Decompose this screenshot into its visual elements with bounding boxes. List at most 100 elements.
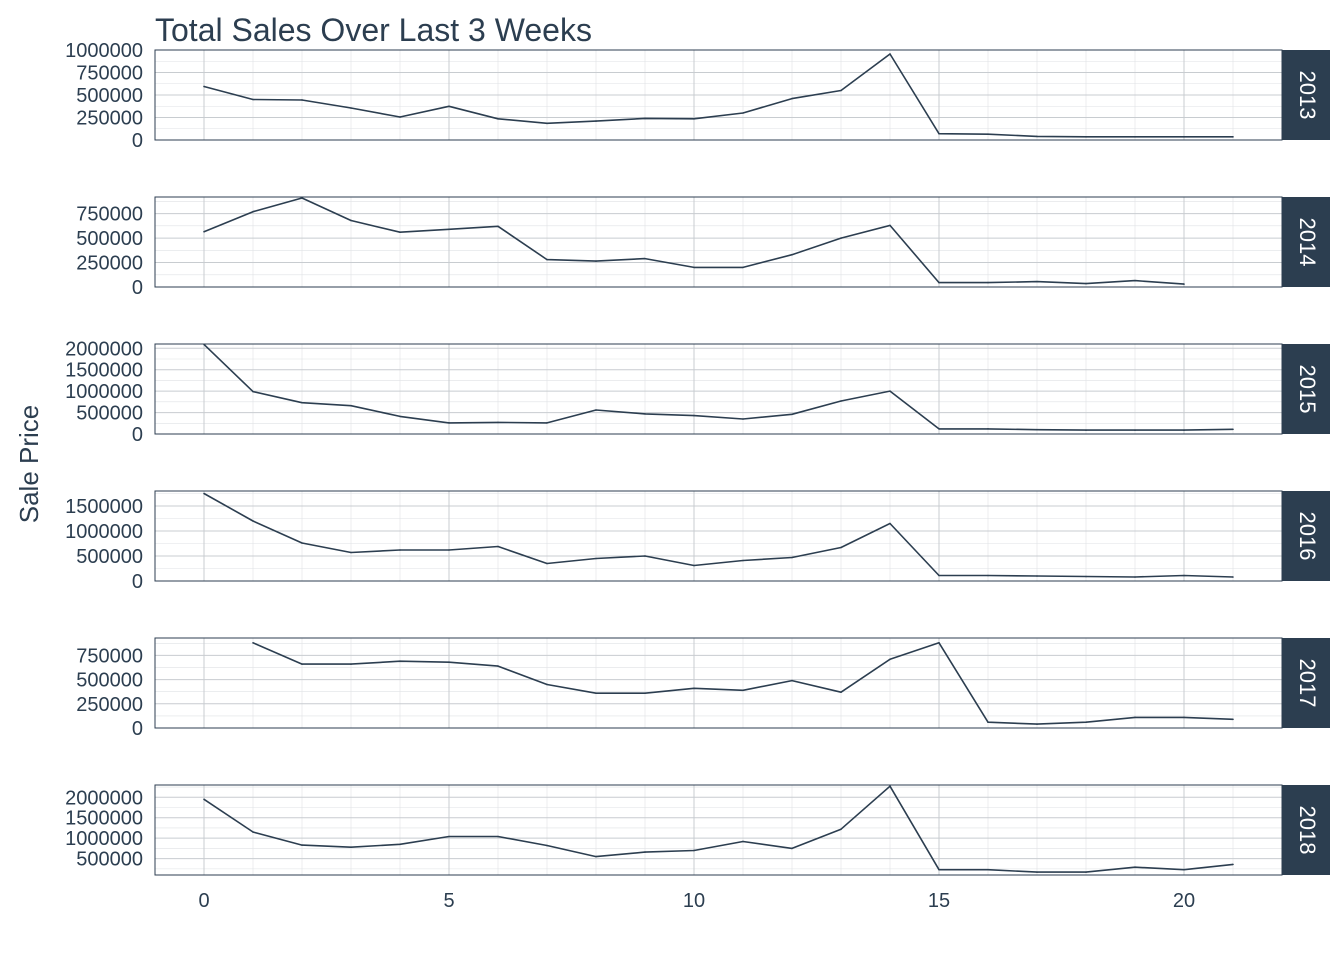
data-point bbox=[1183, 283, 1185, 285]
data-point bbox=[497, 665, 499, 667]
data-point bbox=[1232, 576, 1234, 578]
x-tick-label: 10 bbox=[683, 890, 705, 912]
data-point bbox=[1085, 575, 1087, 578]
data-point bbox=[693, 564, 695, 567]
data-point bbox=[595, 692, 597, 694]
facet-strip-label: 2018 bbox=[1295, 806, 1320, 855]
y-tick-label: 0 bbox=[132, 277, 143, 299]
data-point bbox=[1183, 574, 1185, 577]
data-point bbox=[1232, 863, 1234, 866]
data-point bbox=[1036, 280, 1038, 283]
y-tick-label: 500000 bbox=[76, 670, 143, 692]
data-point bbox=[595, 260, 597, 262]
y-tick-label: 250000 bbox=[76, 253, 143, 275]
series-line-2016 bbox=[203, 492, 1234, 578]
y-tick-label: 750000 bbox=[76, 645, 143, 667]
data-point bbox=[497, 545, 499, 548]
data-point bbox=[350, 846, 352, 848]
data-point bbox=[546, 562, 548, 565]
data-point bbox=[889, 522, 891, 525]
y-tick-label: 750000 bbox=[76, 63, 143, 85]
y-tick-label: 500000 bbox=[76, 546, 143, 568]
data-point bbox=[350, 663, 352, 665]
data-point bbox=[742, 840, 744, 843]
data-point bbox=[644, 555, 646, 557]
y-tick-label: 1000000 bbox=[65, 828, 143, 850]
data-point bbox=[595, 409, 597, 411]
data-point bbox=[791, 847, 793, 850]
data-point bbox=[1036, 135, 1038, 138]
series-line-2018 bbox=[203, 785, 1234, 873]
x-tick-label: 5 bbox=[443, 890, 454, 912]
data-point bbox=[546, 422, 548, 424]
data-point bbox=[203, 85, 205, 88]
data-point bbox=[1134, 576, 1136, 578]
data-point bbox=[203, 492, 205, 495]
data-point bbox=[889, 390, 891, 392]
y-tick-label: 500000 bbox=[76, 85, 143, 107]
data-point bbox=[497, 225, 499, 228]
data-point bbox=[546, 122, 548, 125]
data-point bbox=[497, 421, 499, 424]
data-point bbox=[399, 231, 401, 234]
data-point bbox=[448, 835, 450, 838]
y-tick-label: 750000 bbox=[76, 204, 143, 226]
data-point bbox=[644, 692, 646, 694]
data-point bbox=[644, 117, 646, 120]
data-point bbox=[840, 546, 842, 549]
data-point bbox=[497, 118, 499, 120]
data-point bbox=[987, 281, 989, 284]
data-point bbox=[791, 413, 793, 416]
data-point bbox=[840, 89, 842, 92]
data-point bbox=[987, 428, 989, 430]
data-point bbox=[203, 343, 205, 346]
data-point bbox=[595, 855, 597, 858]
data-point bbox=[350, 551, 352, 554]
data-point bbox=[1085, 282, 1087, 285]
data-point bbox=[1134, 429, 1136, 431]
facet-strip bbox=[1282, 50, 1330, 140]
facet-strip bbox=[1282, 785, 1330, 875]
data-point bbox=[840, 691, 842, 693]
panel-border bbox=[154, 784, 1283, 876]
data-point bbox=[252, 390, 254, 393]
y-tick-label: 1500000 bbox=[65, 808, 143, 830]
data-point bbox=[938, 574, 940, 577]
data-point bbox=[448, 105, 450, 108]
data-point bbox=[448, 661, 450, 663]
data-point bbox=[840, 400, 842, 402]
data-point bbox=[399, 549, 401, 551]
data-point bbox=[693, 687, 695, 690]
data-point bbox=[938, 868, 940, 871]
data-point bbox=[1232, 718, 1234, 721]
data-point bbox=[987, 133, 989, 135]
data-point bbox=[938, 428, 940, 430]
data-point bbox=[938, 132, 940, 135]
data-point bbox=[987, 721, 989, 723]
data-point bbox=[448, 549, 450, 551]
data-point bbox=[791, 253, 793, 256]
data-point bbox=[693, 266, 695, 269]
data-point bbox=[1036, 575, 1038, 577]
data-point bbox=[840, 237, 842, 239]
data-point bbox=[301, 197, 303, 199]
data-point bbox=[889, 224, 891, 227]
data-point bbox=[742, 559, 744, 562]
data-point bbox=[742, 689, 744, 692]
chart-title: Total Sales Over Last 3 Weeks bbox=[155, 12, 592, 48]
data-point bbox=[938, 281, 940, 284]
y-tick-label: 500000 bbox=[76, 403, 143, 425]
data-point bbox=[301, 542, 303, 544]
data-point bbox=[1085, 136, 1087, 138]
data-point bbox=[497, 835, 499, 838]
y-tick-label: 250000 bbox=[76, 694, 143, 716]
data-point bbox=[889, 53, 891, 55]
data-point bbox=[203, 230, 205, 233]
data-point bbox=[301, 663, 303, 665]
